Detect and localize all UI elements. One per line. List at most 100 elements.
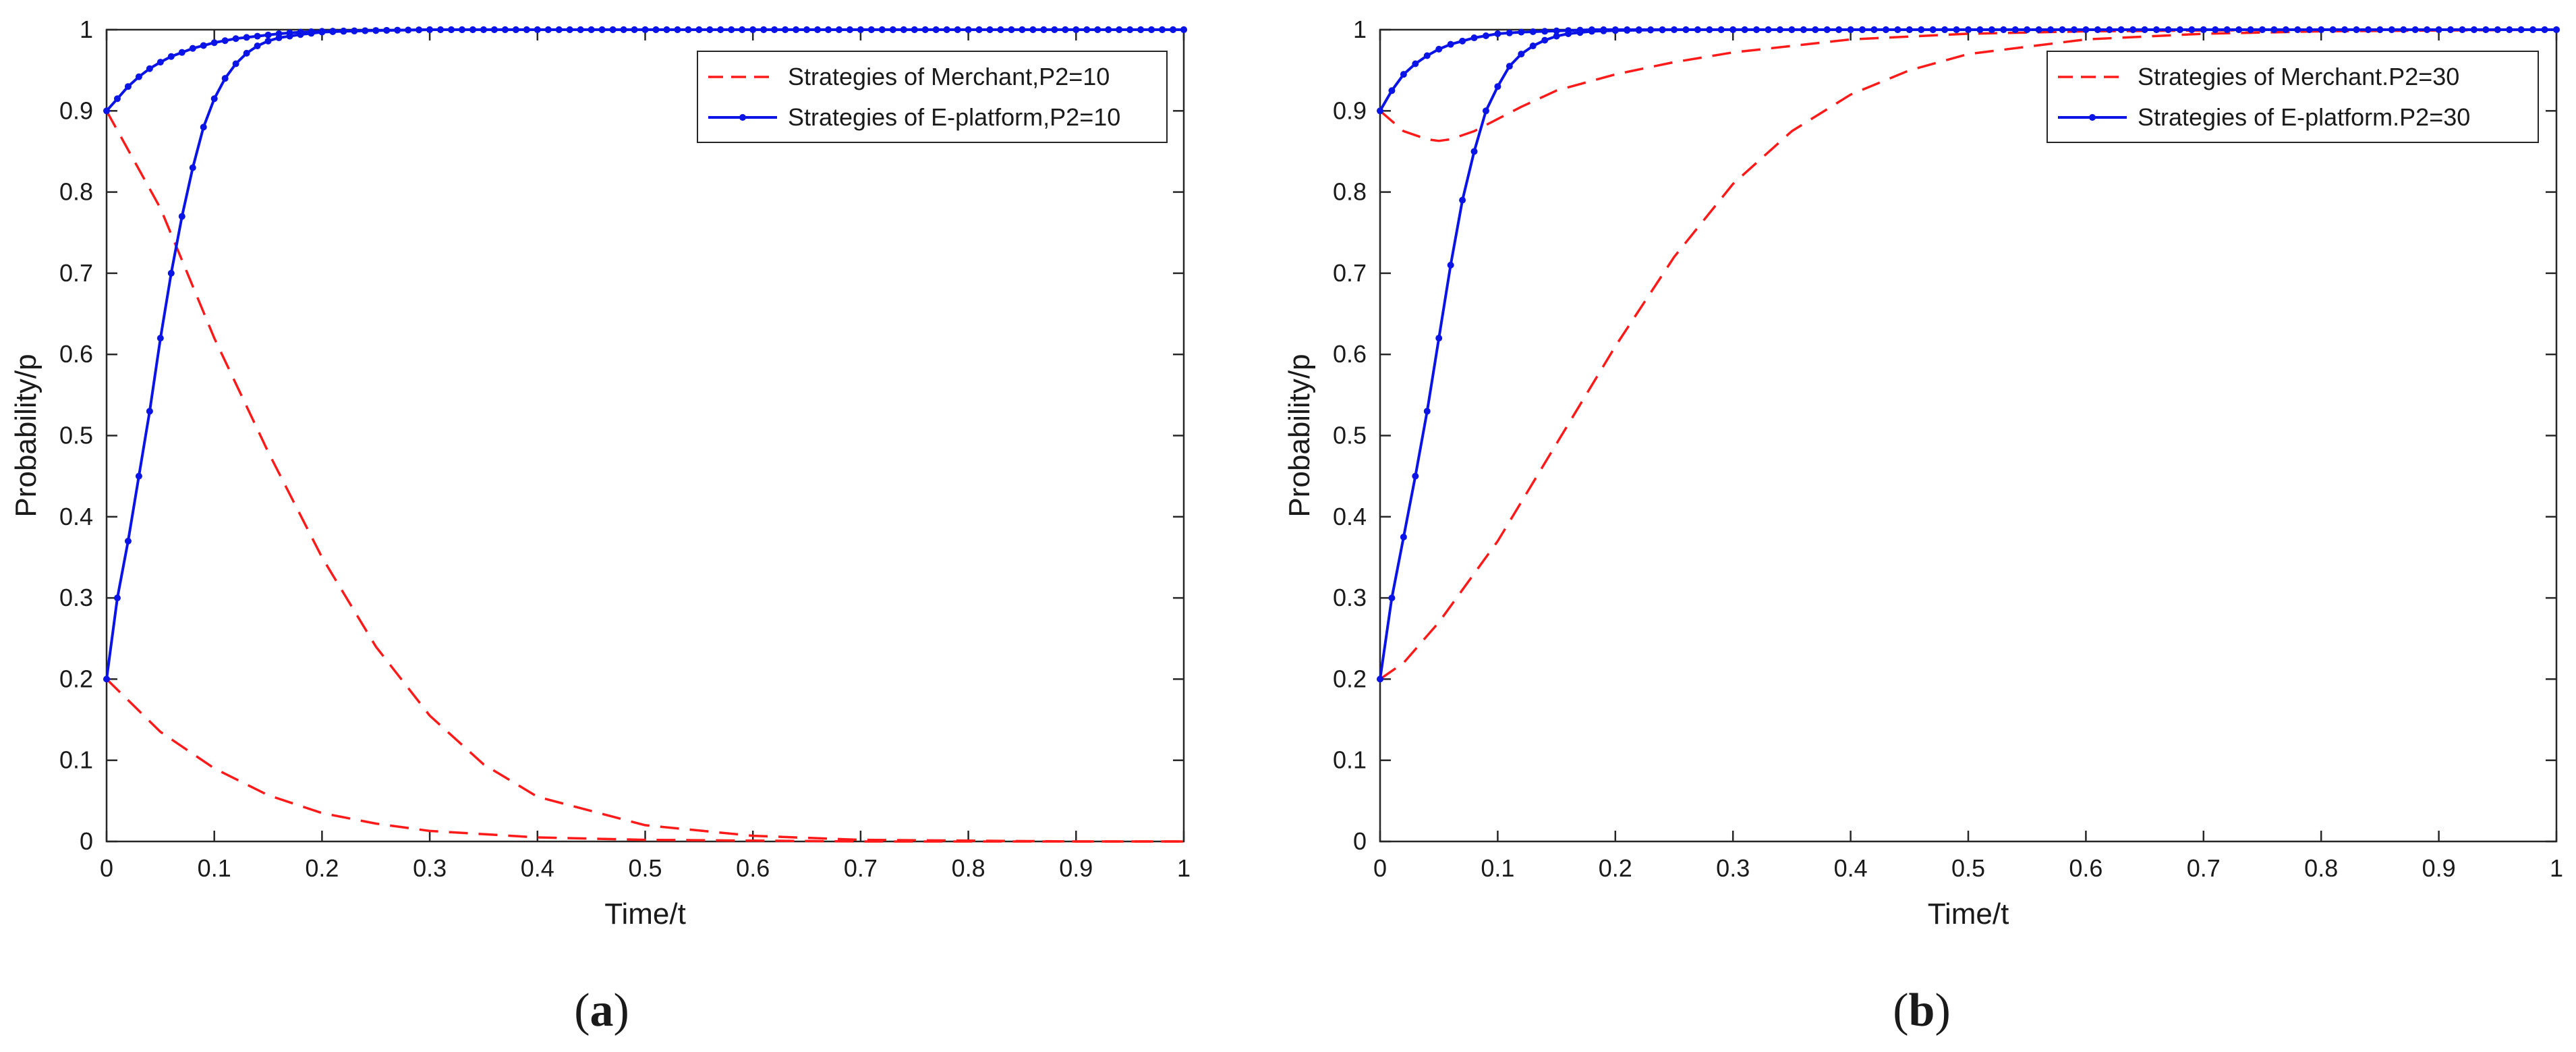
series-point-platform [534, 26, 541, 33]
series-point-platform [178, 213, 185, 220]
series-point-platform [2024, 26, 2031, 33]
series-point-platform [2259, 26, 2266, 33]
y-tick-label: 0.4 [59, 503, 93, 530]
series-point-platform [1976, 26, 1984, 33]
series-point-platform [264, 31, 272, 38]
x-tick-label: 0.4 [521, 854, 554, 882]
series-point-platform [2011, 26, 2019, 33]
series-point-platform [200, 42, 207, 49]
y-tick-label: 0.7 [59, 259, 93, 287]
series-point-platform [1541, 36, 1549, 44]
x-tick-label: 0.5 [1951, 854, 1985, 882]
series-point-platform [200, 123, 207, 131]
series-point-platform [135, 73, 142, 80]
series-point-platform [2553, 26, 2560, 33]
x-tick-label: 0.9 [1059, 854, 1093, 882]
x-tick-label: 0.7 [2187, 854, 2221, 882]
series-point-platform [1126, 26, 1134, 33]
series-point-platform [2223, 26, 2231, 33]
series-point-platform [523, 26, 530, 33]
series-point-platform [178, 49, 185, 56]
series-point-platform [308, 28, 315, 36]
x-tick-label: 1 [2550, 854, 2563, 882]
series-point-platform [2176, 26, 2183, 33]
series-point-platform [1906, 26, 1913, 33]
series-point-platform [394, 26, 401, 34]
series-point-platform [911, 26, 918, 33]
series-point-platform [405, 26, 412, 34]
series-point-platform [1611, 26, 1619, 33]
series-point-platform [1412, 60, 1419, 67]
y-tick-label: 0.8 [59, 178, 93, 206]
series-point-platform [1788, 26, 1796, 33]
series-point-platform [900, 26, 907, 33]
series-point-platform [1494, 30, 1501, 38]
y-tick-label: 0.7 [1333, 259, 1367, 287]
series-point-platform [210, 95, 218, 103]
series-point-platform [2529, 26, 2537, 33]
series-point-platform [1494, 83, 1501, 90]
series-point-platform [1423, 52, 1431, 59]
series-point-platform [351, 27, 358, 34]
y-tick-label: 0 [80, 827, 93, 855]
series-point-platform [1717, 26, 1725, 33]
series-point-platform [1882, 26, 1889, 33]
series-point-platform [1988, 26, 1995, 33]
series-point-platform [1835, 26, 1843, 33]
series-point-platform [1447, 261, 1454, 269]
series-point-platform [867, 26, 875, 33]
x-tick-label: 0.4 [1834, 854, 1868, 882]
series-point-platform [1553, 32, 1560, 40]
series-point-platform [275, 30, 283, 38]
y-tick-label: 0.3 [59, 584, 93, 611]
series-point-platform [2506, 26, 2513, 33]
x-tick-label: 0.8 [952, 854, 985, 882]
series-point-platform [663, 26, 670, 33]
series-point-platform [340, 27, 347, 34]
series-point-platform [1729, 26, 1737, 33]
series-point-platform [846, 26, 853, 33]
series-point-platform [2270, 26, 2278, 33]
series-point-platform [2094, 26, 2101, 33]
series-point-platform [1706, 26, 1713, 33]
series-point-platform [2035, 26, 2042, 33]
series-point-platform [1929, 26, 1937, 33]
series-point-platform [1823, 26, 1831, 33]
series-point-platform [189, 45, 196, 52]
series-point-platform [156, 335, 164, 342]
plot-frame [1379, 28, 2558, 843]
series-point-platform [2494, 26, 2501, 33]
series-point-platform [1518, 51, 1525, 58]
panel-b: 0 0.1 0.2 0.3 0.4 0.5 0.6 0.7 0.8 0.9 1 0 0.1 0.2 0.3 0… [1283, 16, 2563, 1036]
y-tick-label: 1 [80, 16, 93, 43]
x-tick-label: 0.6 [2069, 854, 2102, 882]
series-point-platform [416, 26, 423, 34]
series-point-platform [1506, 63, 1513, 70]
series-point-platform [1870, 26, 1878, 33]
x-tick-label: 0.2 [305, 854, 339, 882]
series-point-platform [1105, 26, 1112, 33]
series-point-platform [835, 26, 842, 33]
y-tick-label: 0.8 [1333, 178, 1367, 206]
series-point-platform [2070, 26, 2078, 33]
series-point-platform [459, 26, 466, 33]
series-point-platform [986, 26, 994, 33]
series-point-platform [383, 26, 391, 34]
x-tick-label: 0 [100, 854, 113, 882]
series-point-platform [1482, 107, 1489, 115]
series-point-platform [965, 26, 972, 33]
series-point-platform [1159, 26, 1166, 33]
series-point-platform [1576, 26, 1584, 34]
series-point-platform [2047, 26, 2055, 33]
legend-box [697, 51, 1168, 143]
series-point-platform [566, 26, 573, 33]
series-point-platform [362, 27, 369, 34]
series-point-platform [620, 26, 627, 33]
series-point-platform [1765, 26, 1772, 33]
series-point-platform [695, 26, 703, 33]
series-point-platform [1800, 26, 1807, 33]
series-point-platform [2329, 26, 2337, 33]
series-point-platform [2129, 26, 2137, 33]
series-point-platform [1008, 26, 1015, 33]
